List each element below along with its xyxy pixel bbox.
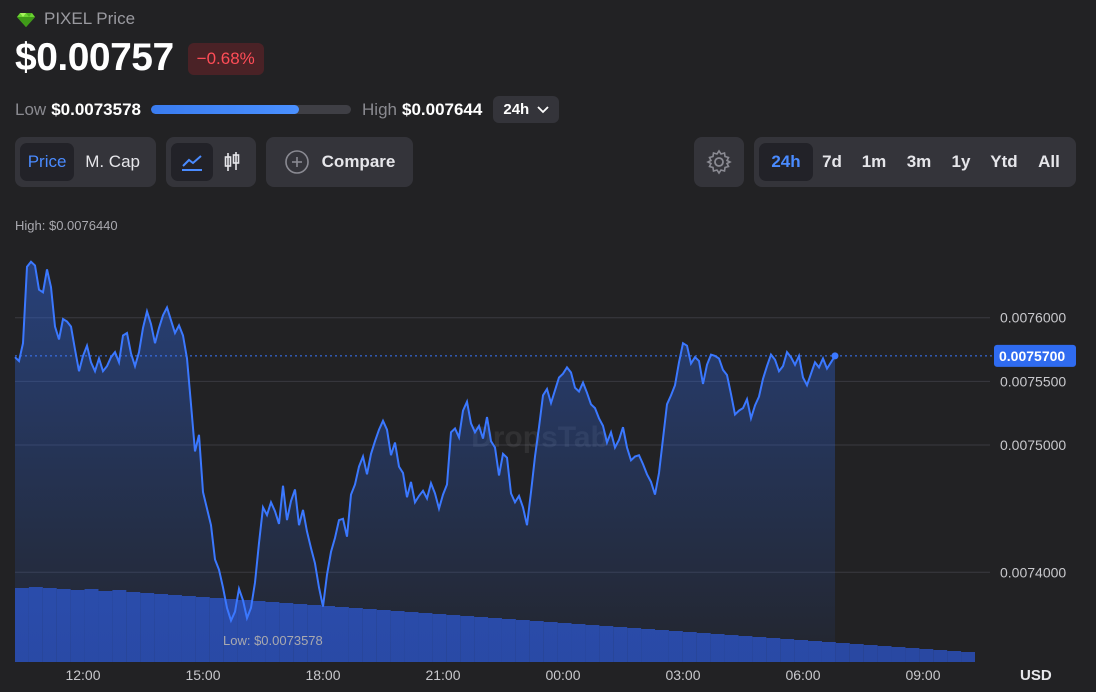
current-price-badge bbox=[994, 344, 1076, 367]
y-tick-label: 0.0074000 bbox=[1000, 564, 1066, 580]
metric-tabs: Price M. Cap bbox=[15, 137, 156, 187]
chevron-down-icon bbox=[537, 105, 549, 113]
price-area bbox=[15, 261, 835, 662]
tab-market-cap[interactable]: M. Cap bbox=[85, 152, 140, 171]
gem-icon bbox=[17, 13, 35, 27]
volume-bar bbox=[919, 649, 934, 662]
line-chart-icon bbox=[182, 155, 202, 171]
volume-bar bbox=[947, 651, 962, 662]
x-tick-label: 03:00 bbox=[665, 667, 700, 683]
period-ytd[interactable]: Ytd bbox=[990, 152, 1018, 171]
title-row: PIXEL Price bbox=[16, 9, 135, 29]
y-tick-label: 0.0075500 bbox=[1000, 373, 1066, 389]
compare-button[interactable]: Compare bbox=[266, 137, 413, 187]
volume-bar bbox=[849, 644, 864, 662]
low-label: Low bbox=[15, 99, 47, 119]
candlestick-icon bbox=[224, 152, 240, 171]
candlestick-button[interactable] bbox=[213, 143, 251, 181]
high-annotation: High: $0.0076440 bbox=[15, 218, 118, 233]
price-change-badge: −0.68% bbox=[187, 43, 264, 75]
range-period-dropdown[interactable]: 24h bbox=[493, 96, 560, 123]
low-value: $0.0073578 bbox=[51, 99, 142, 119]
x-tick-label: 00:00 bbox=[545, 667, 580, 683]
current-price: $0.00757 bbox=[15, 36, 174, 79]
range-period-value: 24h bbox=[503, 101, 530, 118]
price-line bbox=[14, 260, 836, 624]
day-range: Low $0.0073578 High $0.007644 24h bbox=[15, 96, 560, 123]
high-value: $0.007644 bbox=[401, 99, 483, 119]
volume-bar bbox=[835, 643, 850, 662]
x-tick-label: 12:00 bbox=[65, 667, 100, 683]
range-bar-fill bbox=[151, 105, 300, 114]
volume-bar bbox=[905, 648, 920, 662]
y-tick-label: 0.0075000 bbox=[1000, 437, 1066, 453]
compare-button-inner: Compare bbox=[266, 143, 413, 181]
volume-bar bbox=[877, 646, 892, 662]
period-all[interactable]: All bbox=[1038, 152, 1060, 171]
compare-label: Compare bbox=[321, 152, 396, 171]
volume-bar bbox=[863, 645, 878, 662]
current-price-dot bbox=[831, 352, 839, 360]
page-title: PIXEL Price bbox=[44, 9, 136, 28]
x-tick-label: 09:00 bbox=[905, 667, 940, 683]
x-tick-label: 21:00 bbox=[425, 667, 460, 683]
y-tick-label: 0.0076000 bbox=[1000, 310, 1066, 326]
period-1y[interactable]: 1y bbox=[951, 152, 971, 171]
settings-button[interactable] bbox=[694, 137, 744, 187]
period-1m[interactable]: 1m bbox=[861, 152, 887, 171]
x-tick-label: 18:00 bbox=[305, 667, 340, 683]
period-tabs: 24h 7d 1m 3m 1y Ytd All bbox=[754, 137, 1076, 187]
price-row: $0.00757 −0.68% bbox=[15, 36, 264, 80]
volume-bar bbox=[961, 652, 975, 662]
range-bar bbox=[151, 105, 352, 114]
high-label: High bbox=[362, 99, 397, 119]
volume-bar bbox=[933, 650, 948, 662]
period-24h[interactable]: 24h bbox=[759, 143, 813, 181]
x-tick-label: 15:00 bbox=[185, 667, 220, 683]
volume-bar bbox=[891, 647, 906, 662]
tab-price[interactable]: Price bbox=[20, 143, 75, 181]
plus-circle-icon bbox=[284, 150, 309, 174]
price-chart-svg: DropsTab 0.00740000.00750000.00755000.00… bbox=[14, 218, 1076, 684]
currency-label: USD bbox=[1020, 667, 1052, 684]
x-tick-label: 06:00 bbox=[785, 667, 820, 683]
low-annotation: Low: $0.0073578 bbox=[223, 633, 323, 648]
price-chart[interactable]: DropsTab 0.00740000.00750000.00755000.00… bbox=[0, 205, 1096, 692]
current-price-badge-label: 0.0075700 bbox=[999, 348, 1065, 364]
period-3m[interactable]: 3m bbox=[906, 152, 932, 171]
gear-icon bbox=[706, 149, 732, 175]
chart-type-toggle bbox=[166, 137, 256, 187]
line-chart-button[interactable] bbox=[171, 143, 213, 181]
period-7d[interactable]: 7d bbox=[822, 152, 842, 171]
